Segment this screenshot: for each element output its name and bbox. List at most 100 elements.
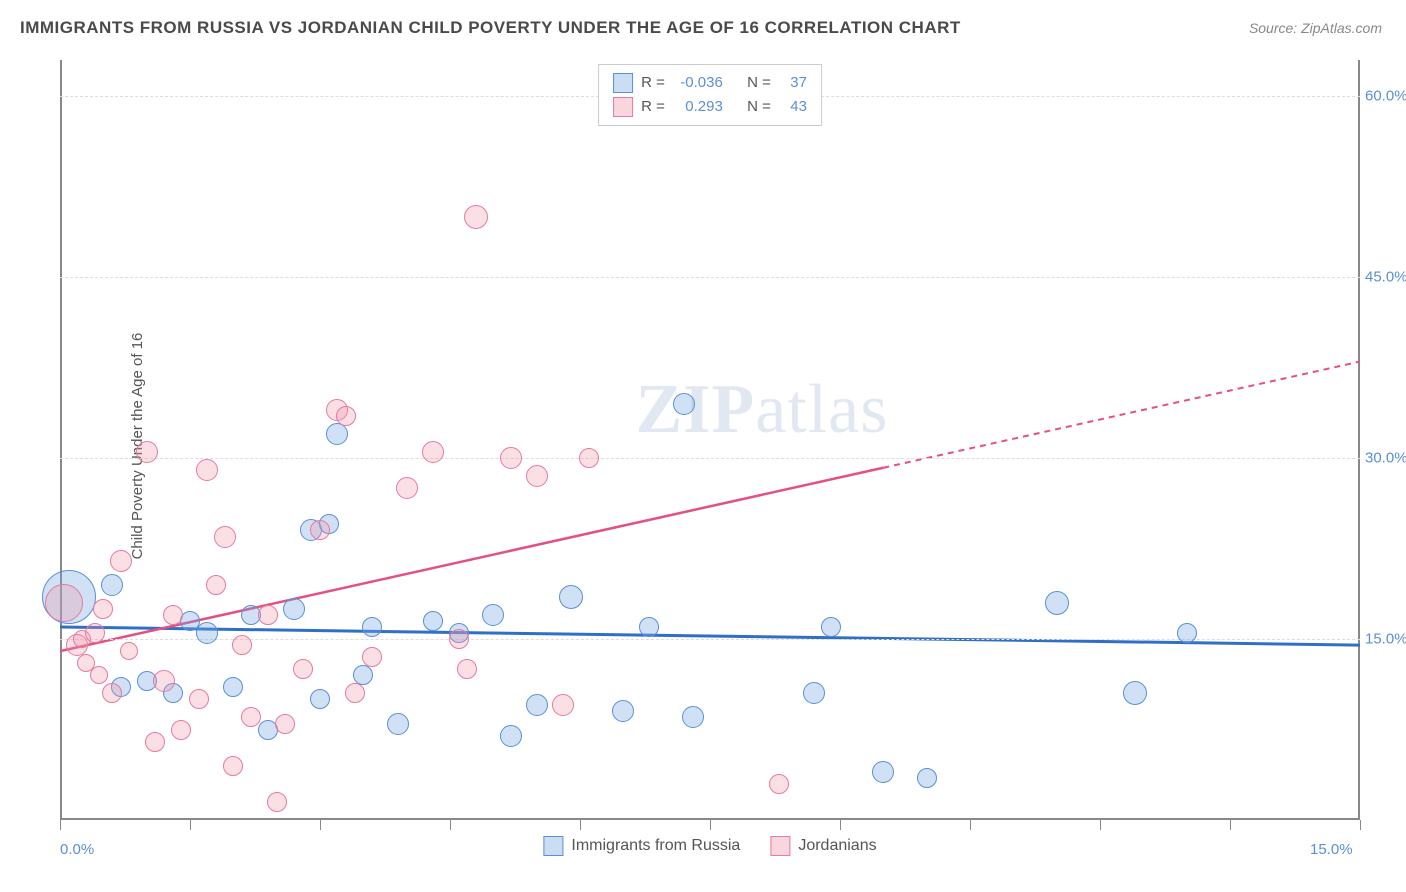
x-tick [710,820,711,830]
legend-label: Immigrants from Russia [571,837,740,855]
x-tick [60,820,61,830]
legend-item: Jordanians [770,836,876,856]
data-point [500,725,522,747]
data-point [917,768,937,788]
y-axis-right [1358,60,1360,820]
data-point [803,682,825,704]
data-point [171,720,191,740]
data-point [223,756,243,776]
gridline [60,458,1360,459]
legend-label: Jordanians [798,837,876,855]
legend-swatch [543,836,563,856]
data-point [872,761,894,783]
data-point [821,617,841,637]
data-point [559,585,583,609]
data-point [362,647,382,667]
source-label: Source: ZipAtlas.com [1249,20,1382,36]
data-point [1045,591,1069,615]
data-point [110,550,132,572]
x-tick [1360,820,1361,830]
data-point [526,465,548,487]
x-tick [1230,820,1231,830]
trend-lines [60,60,1360,820]
data-point [449,629,469,649]
data-point [136,441,158,463]
data-point [1177,623,1197,643]
data-point [579,448,599,468]
x-tick [450,820,451,830]
x-tick [970,820,971,830]
legend-r-value: 0.293 [673,95,723,119]
data-point [232,635,252,655]
data-point [422,441,444,463]
data-point [423,611,443,631]
y-tick-label: 45.0% [1365,269,1406,286]
legend-n-label: N = [747,95,771,119]
data-point [196,459,218,481]
legend-r-label: R = [641,95,665,119]
x-tick [580,820,581,830]
data-point [267,792,287,812]
data-point [45,584,83,622]
plot-area: ZIPatlas 15.0%30.0%45.0%60.0%0.0%15.0% [60,60,1360,820]
legend-swatch [613,73,633,93]
y-tick-label: 15.0% [1365,631,1406,648]
data-point [101,574,123,596]
data-point [283,598,305,620]
data-point [293,659,313,679]
y-tick-label: 60.0% [1365,88,1406,105]
data-point [310,689,330,709]
chart-title: IMMIGRANTS FROM RUSSIA VS JORDANIAN CHIL… [20,18,961,38]
data-point [353,665,373,685]
data-point [214,526,236,548]
data-point [85,623,105,643]
gridline [60,639,1360,640]
x-tick-label: 15.0% [1310,841,1353,858]
legend-item: Immigrants from Russia [543,836,740,856]
legend-r-value: -0.036 [673,71,723,95]
legend-r-label: R = [641,71,665,95]
data-point [336,406,356,426]
gridline [60,277,1360,278]
legend-n-value: 43 [779,95,807,119]
data-point [93,599,113,619]
legend-swatch [613,97,633,117]
data-point [552,694,574,716]
data-point [682,706,704,728]
legend-n-value: 37 [779,71,807,95]
data-point [464,205,488,229]
x-tick-label: 0.0% [60,841,94,858]
data-point [673,393,695,415]
y-axis [60,60,62,820]
x-tick [1100,820,1101,830]
data-point [326,423,348,445]
x-tick [320,820,321,830]
scatter-chart: ZIPatlas 15.0%30.0%45.0%60.0%0.0%15.0% R… [60,60,1360,820]
y-tick-label: 30.0% [1365,450,1406,467]
series-legend: Immigrants from Russia Jordanians [543,836,876,856]
data-point [482,604,504,626]
data-point [275,714,295,734]
data-point [241,707,261,727]
data-point [769,774,789,794]
data-point [258,605,278,625]
data-point [163,605,183,625]
watermark: ZIPatlas [636,370,889,450]
data-point [206,575,226,595]
legend-n-label: N = [747,71,771,95]
correlation-legend: R = -0.036 N = 37 R = 0.293 N = 43 [598,64,822,126]
legend-row: R = 0.293 N = 43 [613,95,807,119]
data-point [189,689,209,709]
data-point [396,477,418,499]
data-point [387,713,409,735]
data-point [145,732,165,752]
data-point [639,617,659,637]
data-point [102,683,122,703]
data-point [310,520,330,540]
x-tick [840,820,841,830]
data-point [612,700,634,722]
x-tick [190,820,191,830]
data-point [457,659,477,679]
data-point [1123,681,1147,705]
legend-row: R = -0.036 N = 37 [613,71,807,95]
